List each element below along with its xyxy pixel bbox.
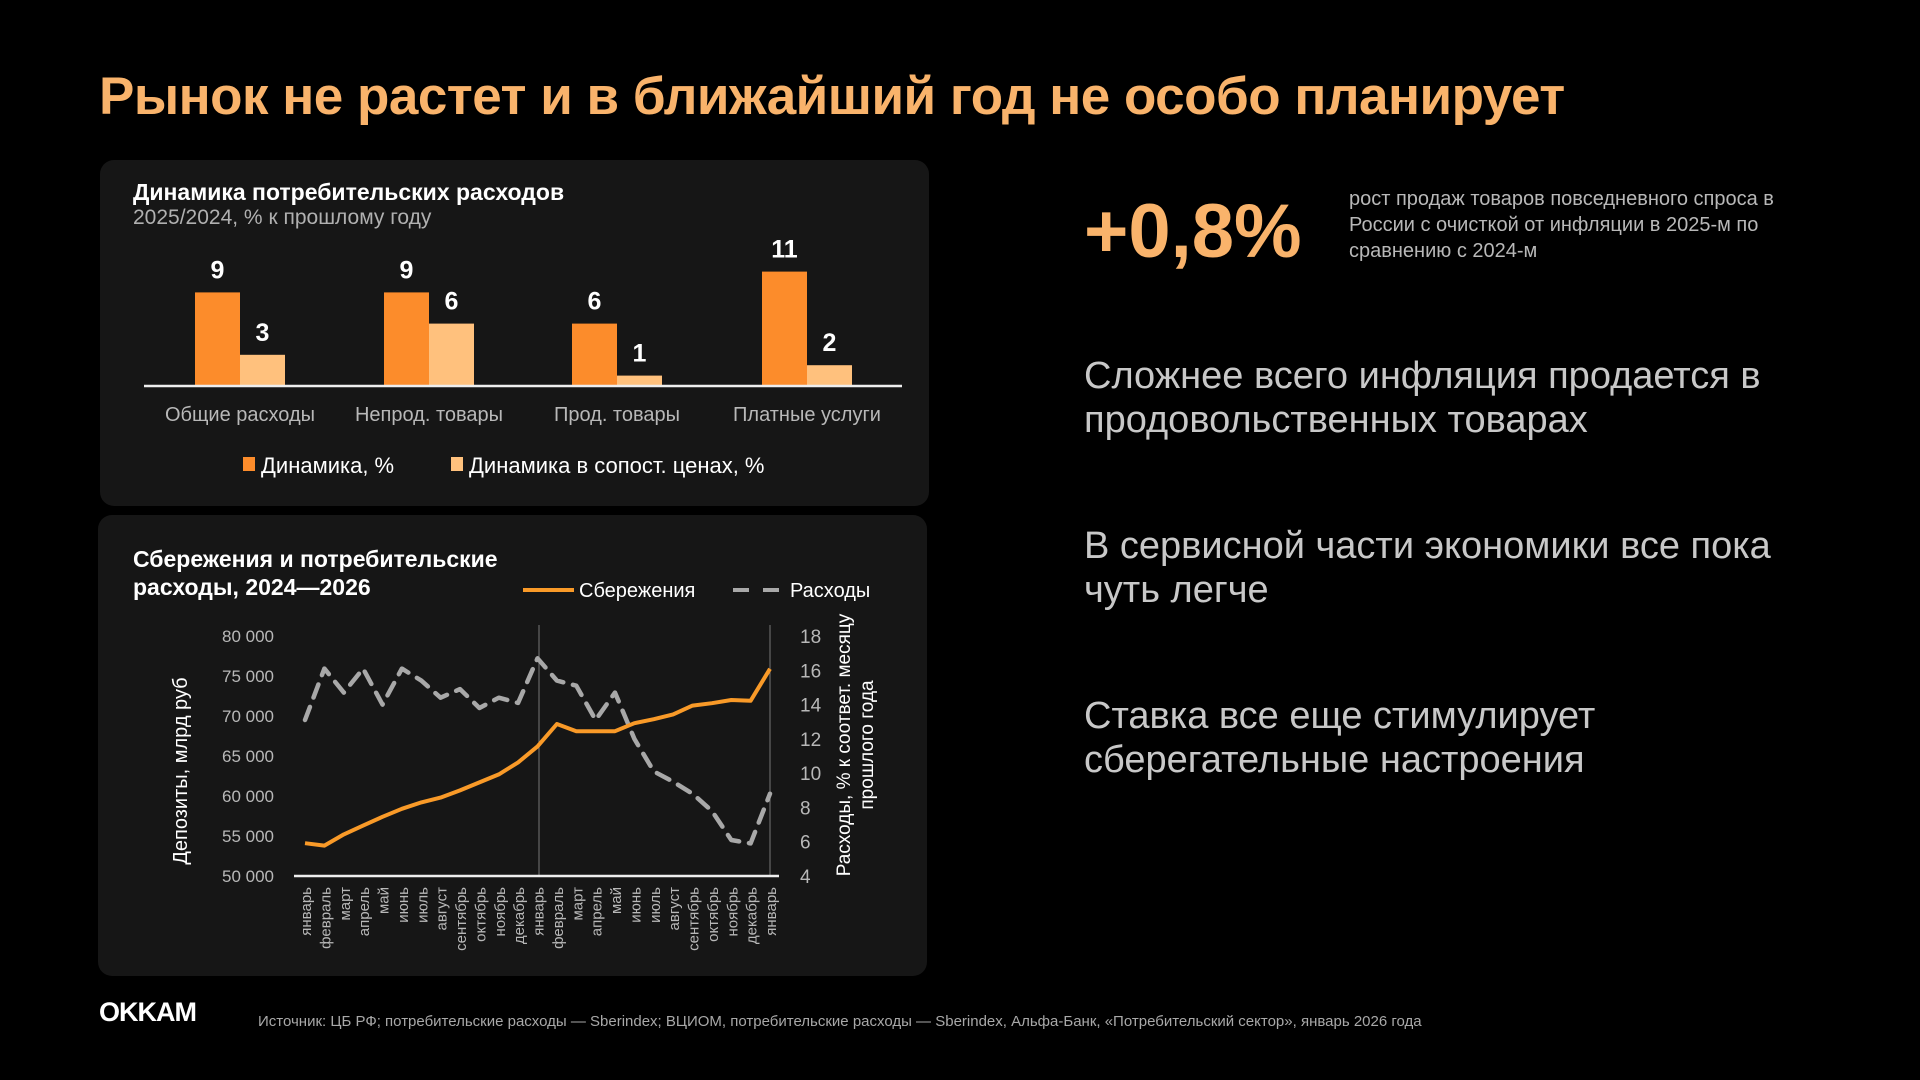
bar-value-label: 2 — [823, 329, 837, 357]
month-label: апрель — [589, 887, 606, 936]
left-tick-label: 60 000 — [222, 787, 274, 806]
legend-savings-label: Сбережения — [579, 580, 695, 602]
line-chart-title: Сбережения и потребительские расходы, 20… — [133, 546, 498, 600]
bar-value-label: 3 — [256, 319, 270, 347]
month-label: октябрь — [705, 887, 722, 942]
legend-swatch — [451, 457, 463, 471]
right-tick-label: 6 — [800, 833, 811, 854]
legend-label: Динамика в сопост. ценах, % — [469, 453, 765, 478]
month-label: август — [434, 887, 451, 931]
month-label: февраль — [317, 887, 334, 949]
left-tick-label: 70 000 — [222, 707, 274, 726]
month-label: декабрь — [511, 887, 528, 944]
savings-panel: Сбережения и потребительские расходы, 20… — [98, 515, 927, 976]
left-axis-title: Депозиты, млрд руб — [170, 677, 192, 864]
bar-real — [429, 323, 474, 386]
expenses-line — [302, 656, 773, 846]
savings-line — [304, 667, 772, 848]
source-note: Источник: ЦБ РФ; потребительские расходы… — [258, 1013, 1422, 1030]
highlight-description: рост продаж товаров повседневного спроса… — [1349, 188, 1774, 262]
headline-rate: Ставка все еще стимулирует сберегательны… — [1084, 695, 1596, 781]
month-label: сентябрь — [686, 887, 703, 951]
category-label: Платные услуги — [733, 404, 881, 426]
bar-chart-title: Динамика потребительских расходов — [133, 179, 565, 205]
highlight-value: +0,8% — [1084, 189, 1302, 274]
month-label: июль — [647, 887, 664, 923]
month-label: август — [666, 887, 683, 931]
legend-swatch — [243, 457, 255, 471]
bar-value-label: 9 — [400, 256, 414, 284]
month-label: январь — [298, 887, 315, 936]
bar-value-label: 6 — [588, 288, 602, 316]
month-label: ноябрь — [492, 887, 509, 937]
month-label: октябрь — [472, 887, 489, 942]
left-tick-label: 75 000 — [222, 667, 274, 686]
bar-real — [240, 354, 285, 386]
bar-value-label: 11 — [771, 236, 798, 264]
month-label: январь — [531, 887, 548, 936]
headline-food: Сложнее всего инфляция продается в продо… — [1084, 355, 1761, 441]
right-axis-title-line2: прошлого года — [857, 680, 878, 810]
month-label: май — [608, 887, 625, 914]
page-title: Рынок не растет и в ближайший год не осо… — [99, 67, 1565, 126]
right-tick-label: 10 — [800, 764, 821, 785]
month-label: сентябрь — [453, 887, 470, 951]
month-label: апрель — [356, 887, 373, 936]
left-tick-label: 50 000 — [222, 867, 274, 886]
right-tick-label: 8 — [800, 798, 811, 819]
month-label: июнь — [395, 887, 412, 923]
month-label: июль — [414, 887, 431, 923]
legend-expenses-label: Расходы — [790, 580, 870, 602]
month-label: июнь — [627, 887, 644, 923]
right-tick-label: 16 — [800, 661, 821, 682]
bar-nominal — [762, 271, 807, 386]
month-label: март — [569, 887, 586, 921]
right-tick-label: 14 — [800, 696, 822, 717]
month-label: декабрь — [744, 887, 761, 944]
right-tick-label: 12 — [800, 730, 821, 751]
left-tick-label: 80 000 — [222, 627, 274, 646]
right-tick-label: 4 — [800, 867, 811, 888]
bar-value-label: 1 — [633, 340, 647, 368]
month-label: февраль — [550, 887, 567, 949]
left-tick-label: 55 000 — [222, 827, 274, 846]
month-label: ноябрь — [724, 887, 741, 937]
left-tick-label: 65 000 — [222, 747, 274, 766]
headline-services: В сервисной части экономики все пока чут… — [1084, 525, 1771, 611]
category-label: Общие расходы — [165, 404, 315, 426]
okkam-logo: OKKAM — [99, 997, 197, 1027]
legend-label: Динамика, % — [261, 453, 394, 478]
bar-real — [807, 365, 852, 386]
bar-nominal — [195, 292, 240, 386]
bar-value-label: 9 — [211, 256, 225, 284]
bar-value-label: 6 — [445, 288, 459, 316]
right-tick-label: 18 — [800, 627, 821, 648]
month-label: март — [337, 887, 354, 921]
bar-nominal — [384, 292, 429, 386]
right-axis-title-line1: Расходы, % к соответ. месяцу — [834, 613, 855, 876]
bar-chart-subtitle: 2025/2024, % к прошлому году — [133, 206, 432, 229]
month-label: январь — [763, 887, 780, 936]
bar-nominal — [572, 323, 617, 386]
category-label: Прод. товары — [554, 404, 680, 426]
month-label: май — [376, 887, 393, 914]
category-label: Непрод. товары — [355, 404, 503, 426]
bar-real — [617, 375, 662, 386]
